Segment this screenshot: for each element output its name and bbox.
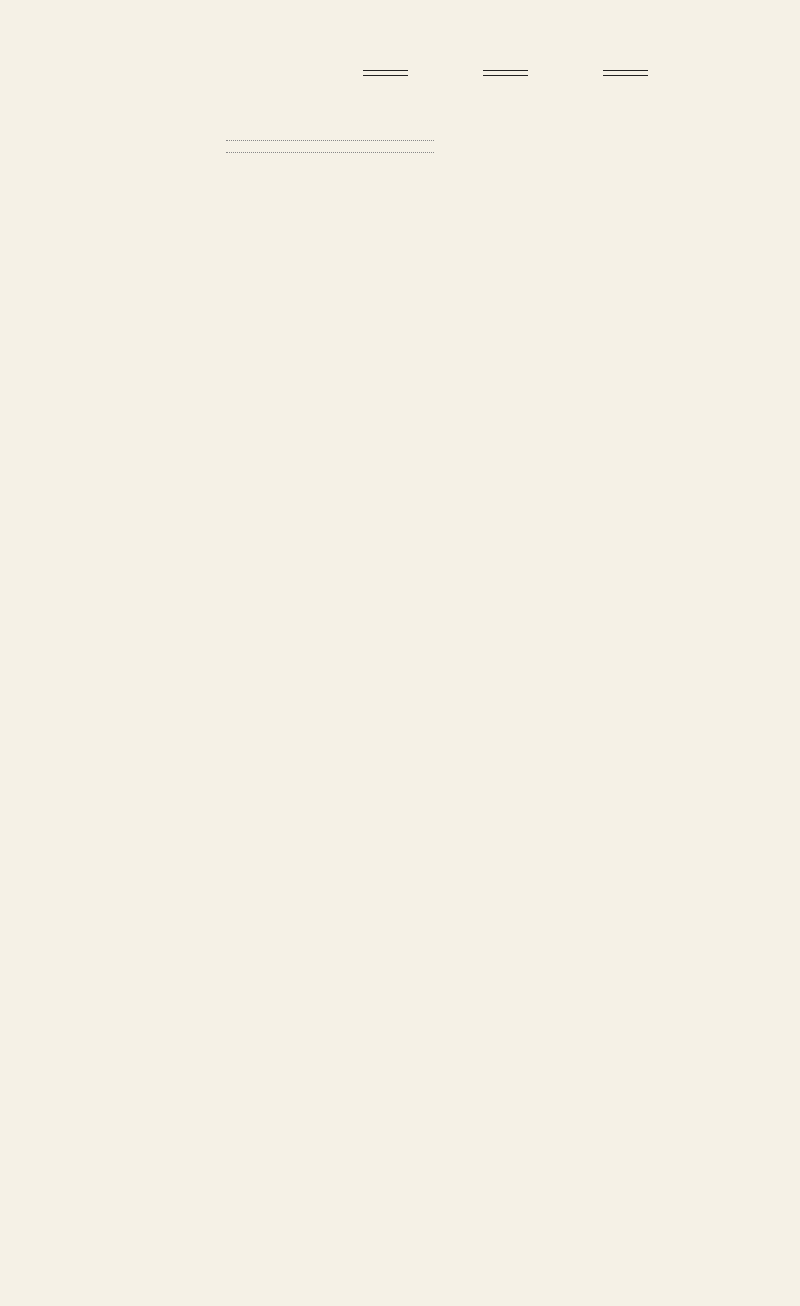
rule (363, 70, 408, 71)
rule (363, 75, 408, 76)
rule (483, 70, 528, 71)
live-births-table (60, 68, 740, 78)
rule (483, 75, 528, 76)
rule (603, 75, 648, 76)
rule (603, 70, 648, 71)
preg-other-row (220, 144, 740, 156)
preg-sepsis-row (220, 132, 740, 144)
